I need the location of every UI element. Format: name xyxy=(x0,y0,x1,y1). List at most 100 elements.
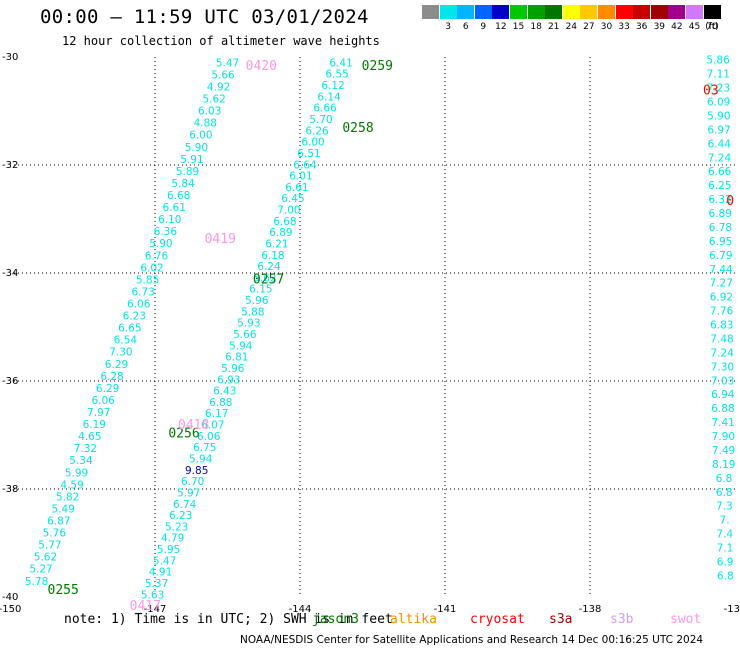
jason3-point: 6.89 xyxy=(269,227,292,239)
legend-label-9: 9 xyxy=(480,22,487,32)
cryosat-point: 7.4 xyxy=(716,529,733,541)
legend-swatch-10 xyxy=(598,5,615,19)
cryosat-point: 7.24 xyxy=(711,347,735,359)
axis-tick-labels: -150 -147 -144 -141 -138 -135 -30 -32 -34 -36 -38 -… xyxy=(0,52,740,615)
legend-label-33: 33 xyxy=(618,22,630,32)
jason3-point: 6.23 xyxy=(169,510,192,522)
jason3-point: 6.15 xyxy=(249,284,272,296)
cryosat-point: 7.49 xyxy=(712,445,735,457)
legend-swatch-0 xyxy=(422,5,439,19)
legend-swatch-8 xyxy=(562,5,580,19)
jason3-point: 5.94 xyxy=(189,453,213,465)
mission-cryosat: cryosat xyxy=(470,612,525,627)
jason3-point: 6.21 xyxy=(265,238,288,250)
legend-swatch-9 xyxy=(580,5,598,19)
legend-swatch-15 xyxy=(686,5,703,19)
jason3-point: 6.01 xyxy=(289,171,312,183)
jason3-point: 4.91 xyxy=(149,567,172,579)
cryosat-point: 7. xyxy=(720,515,730,527)
cryosat-point: 5.90 xyxy=(707,110,730,122)
swot-point: 6.65 xyxy=(118,323,141,335)
y-tick-label: -30 xyxy=(2,52,18,63)
swot-point: 5.77 xyxy=(38,540,61,552)
jason3-point: 6.41 xyxy=(329,57,352,69)
legend-swatch-4 xyxy=(492,5,510,19)
swot-point: 6.00 xyxy=(189,130,212,142)
x-tick-label: -135 xyxy=(724,604,740,615)
x-tick-label: -147 xyxy=(144,604,167,615)
jason3-point: 5.37 xyxy=(145,578,168,590)
jason3-point: 6.51 xyxy=(297,148,320,160)
legend-label-12: 12 xyxy=(495,22,507,32)
jason3-point: 5.70 xyxy=(309,114,332,126)
cryosat-point: 6.79 xyxy=(709,250,732,262)
swot-point: 6.28 xyxy=(100,371,123,383)
jason3-point: 6.07 xyxy=(201,420,224,432)
pass-time-label: 0256 xyxy=(168,426,199,441)
jason3-point: 6.14 xyxy=(317,91,341,103)
swot-point: 5.47 xyxy=(216,57,239,69)
swot-point: 6.06 xyxy=(91,395,115,407)
legend-swatch-6 xyxy=(527,5,545,19)
swot-point: 5.34 xyxy=(69,455,93,467)
jason3-point: 9.85 xyxy=(185,465,208,477)
jason3-point: 6.74 xyxy=(173,499,197,511)
legend-swatch-2 xyxy=(457,5,475,19)
wave-height-points: 5.475.664.925.626.034.886.005.905.915.89… xyxy=(25,55,736,602)
x-tick-label: -150 xyxy=(0,604,21,615)
legend-label-18: 18 xyxy=(530,22,542,32)
legend-label-45: 45 xyxy=(688,22,701,32)
legend-swatch-14 xyxy=(668,5,686,19)
cryosat-point: 7.90 xyxy=(712,431,735,443)
pass-time-label: 0259 xyxy=(362,59,393,74)
legend-unit: (ft) xyxy=(705,22,719,32)
jason3-point: 6.61 xyxy=(285,182,308,194)
swot-point: 7.97 xyxy=(87,407,110,419)
mission-jason3: jason3 xyxy=(312,612,359,627)
legend-swatch-16 xyxy=(703,5,721,19)
swot-point: 5.27 xyxy=(29,564,52,576)
pass-time-label: 0255 xyxy=(48,583,79,598)
legend-swatch-11 xyxy=(615,5,633,19)
footer-note: note: 1) Time is in UTC; 2) SWH is in fe… xyxy=(64,612,393,627)
cryosat-point: 6.8 xyxy=(716,487,733,499)
cryosat-point: 7.41 xyxy=(711,417,734,429)
x-tick-label: -138 xyxy=(579,604,602,615)
legend-swatch-12 xyxy=(633,5,651,19)
swot-point: 6.76 xyxy=(145,250,169,262)
swot-point: 6.19 xyxy=(83,419,106,431)
cryosat-point: 7.27 xyxy=(710,278,733,290)
swot-point: 5.82 xyxy=(56,491,79,503)
legend-label-42: 42 xyxy=(671,22,683,32)
jason3-point: 6.43 xyxy=(213,386,236,398)
jason3-point: 5.47 xyxy=(153,555,176,567)
jason3-point: 6.12 xyxy=(321,80,344,92)
jason3-point: 5.62 xyxy=(253,272,276,284)
swot-point: 6.68 xyxy=(167,190,190,202)
cryosat-point: 6.9 xyxy=(717,556,734,568)
jason3-point: 6.26 xyxy=(305,125,329,137)
swot-point: 5.49 xyxy=(52,503,75,515)
legend-swatch-13 xyxy=(650,5,668,19)
legend-label-30: 30 xyxy=(600,22,613,32)
cryosat-point: 7.1 xyxy=(717,543,734,555)
jason3-point: 5.96 xyxy=(245,295,269,307)
cryosat-point: 6.92 xyxy=(710,292,733,304)
cryosat-point: 7.23 xyxy=(707,83,730,95)
swot-point: 7.32 xyxy=(74,443,97,455)
pass-time-label: 0258 xyxy=(342,121,373,136)
legend-label-15: 15 xyxy=(512,22,525,32)
swot-point: 6.29 xyxy=(96,383,119,395)
cryosat-point: 6.95 xyxy=(709,236,732,248)
x-tick-label: -141 xyxy=(434,604,457,615)
swot-point: 6.23 xyxy=(123,311,146,323)
cryosat-point: 6.66 xyxy=(708,166,732,178)
grid-lines xyxy=(10,57,735,597)
swot-point: 5.62 xyxy=(34,552,57,564)
swot-point: 6.73 xyxy=(131,286,154,298)
cryosat-point: 7.48 xyxy=(710,333,733,345)
cryosat-point: 6.89 xyxy=(709,208,732,220)
jason3-point: 5.66 xyxy=(233,329,257,341)
jason3-point: 6.70 xyxy=(181,476,204,488)
legend-swatch-7 xyxy=(545,5,563,19)
